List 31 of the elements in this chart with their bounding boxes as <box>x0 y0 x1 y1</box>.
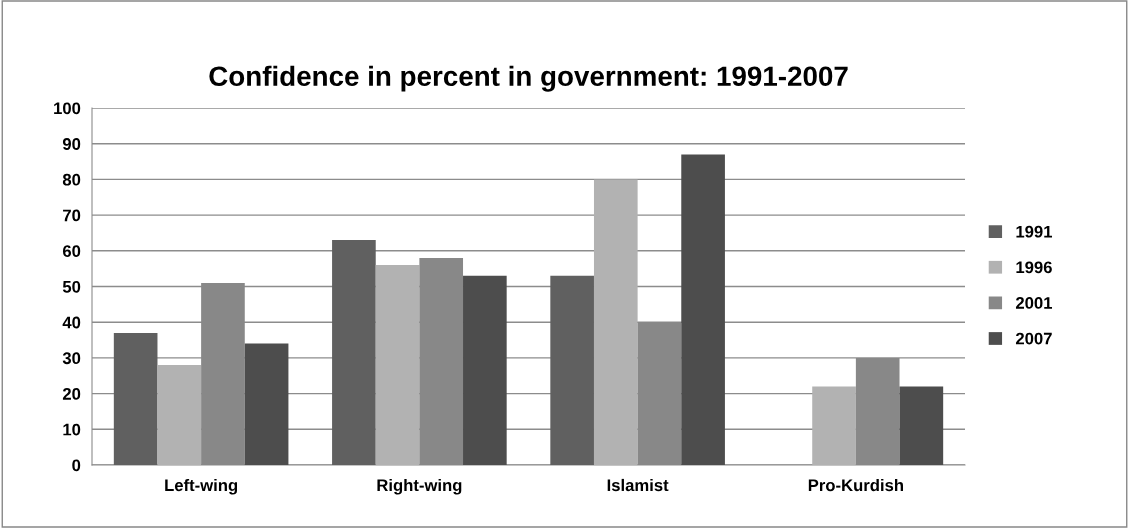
y-tick-label: 20 <box>62 388 81 400</box>
x-tick-label: Islamist <box>607 478 669 492</box>
y-tick-label: 80 <box>62 173 81 186</box>
y-tick-label: 40 <box>62 316 81 329</box>
bar <box>463 275 507 465</box>
bar <box>681 154 725 465</box>
bar <box>113 332 158 465</box>
bar <box>244 343 289 465</box>
y-tick-label: 50 <box>62 280 81 293</box>
y-tick-label: 100 <box>54 102 81 115</box>
bar <box>157 365 202 465</box>
x-tick-label: Right-wing <box>377 478 462 495</box>
y-tick-label: 10 <box>63 423 81 436</box>
bar <box>332 240 376 465</box>
y-tick-label: 70 <box>63 209 81 222</box>
legend-label: 1996 <box>1016 261 1052 274</box>
y-tick-label: 0 <box>72 459 81 472</box>
legend-label: 2007 <box>1015 332 1052 345</box>
x-tick-label: Left-wing <box>165 478 238 495</box>
legend-label: 2001 <box>1015 297 1053 309</box>
legend-label: 1991 <box>1016 225 1053 238</box>
bar <box>593 179 638 465</box>
y-tick-label: 30 <box>62 352 81 365</box>
bar <box>375 265 420 465</box>
x-tick-label: Pro-Kurdish <box>808 478 903 492</box>
y-tick-label: 60 <box>62 245 81 257</box>
bar <box>550 275 594 465</box>
chart-title: Confidence in percent in government: 1991-2007 <box>209 65 848 92</box>
bar <box>899 386 944 465</box>
bar <box>812 386 856 465</box>
y-tick-label: 90 <box>62 138 81 150</box>
